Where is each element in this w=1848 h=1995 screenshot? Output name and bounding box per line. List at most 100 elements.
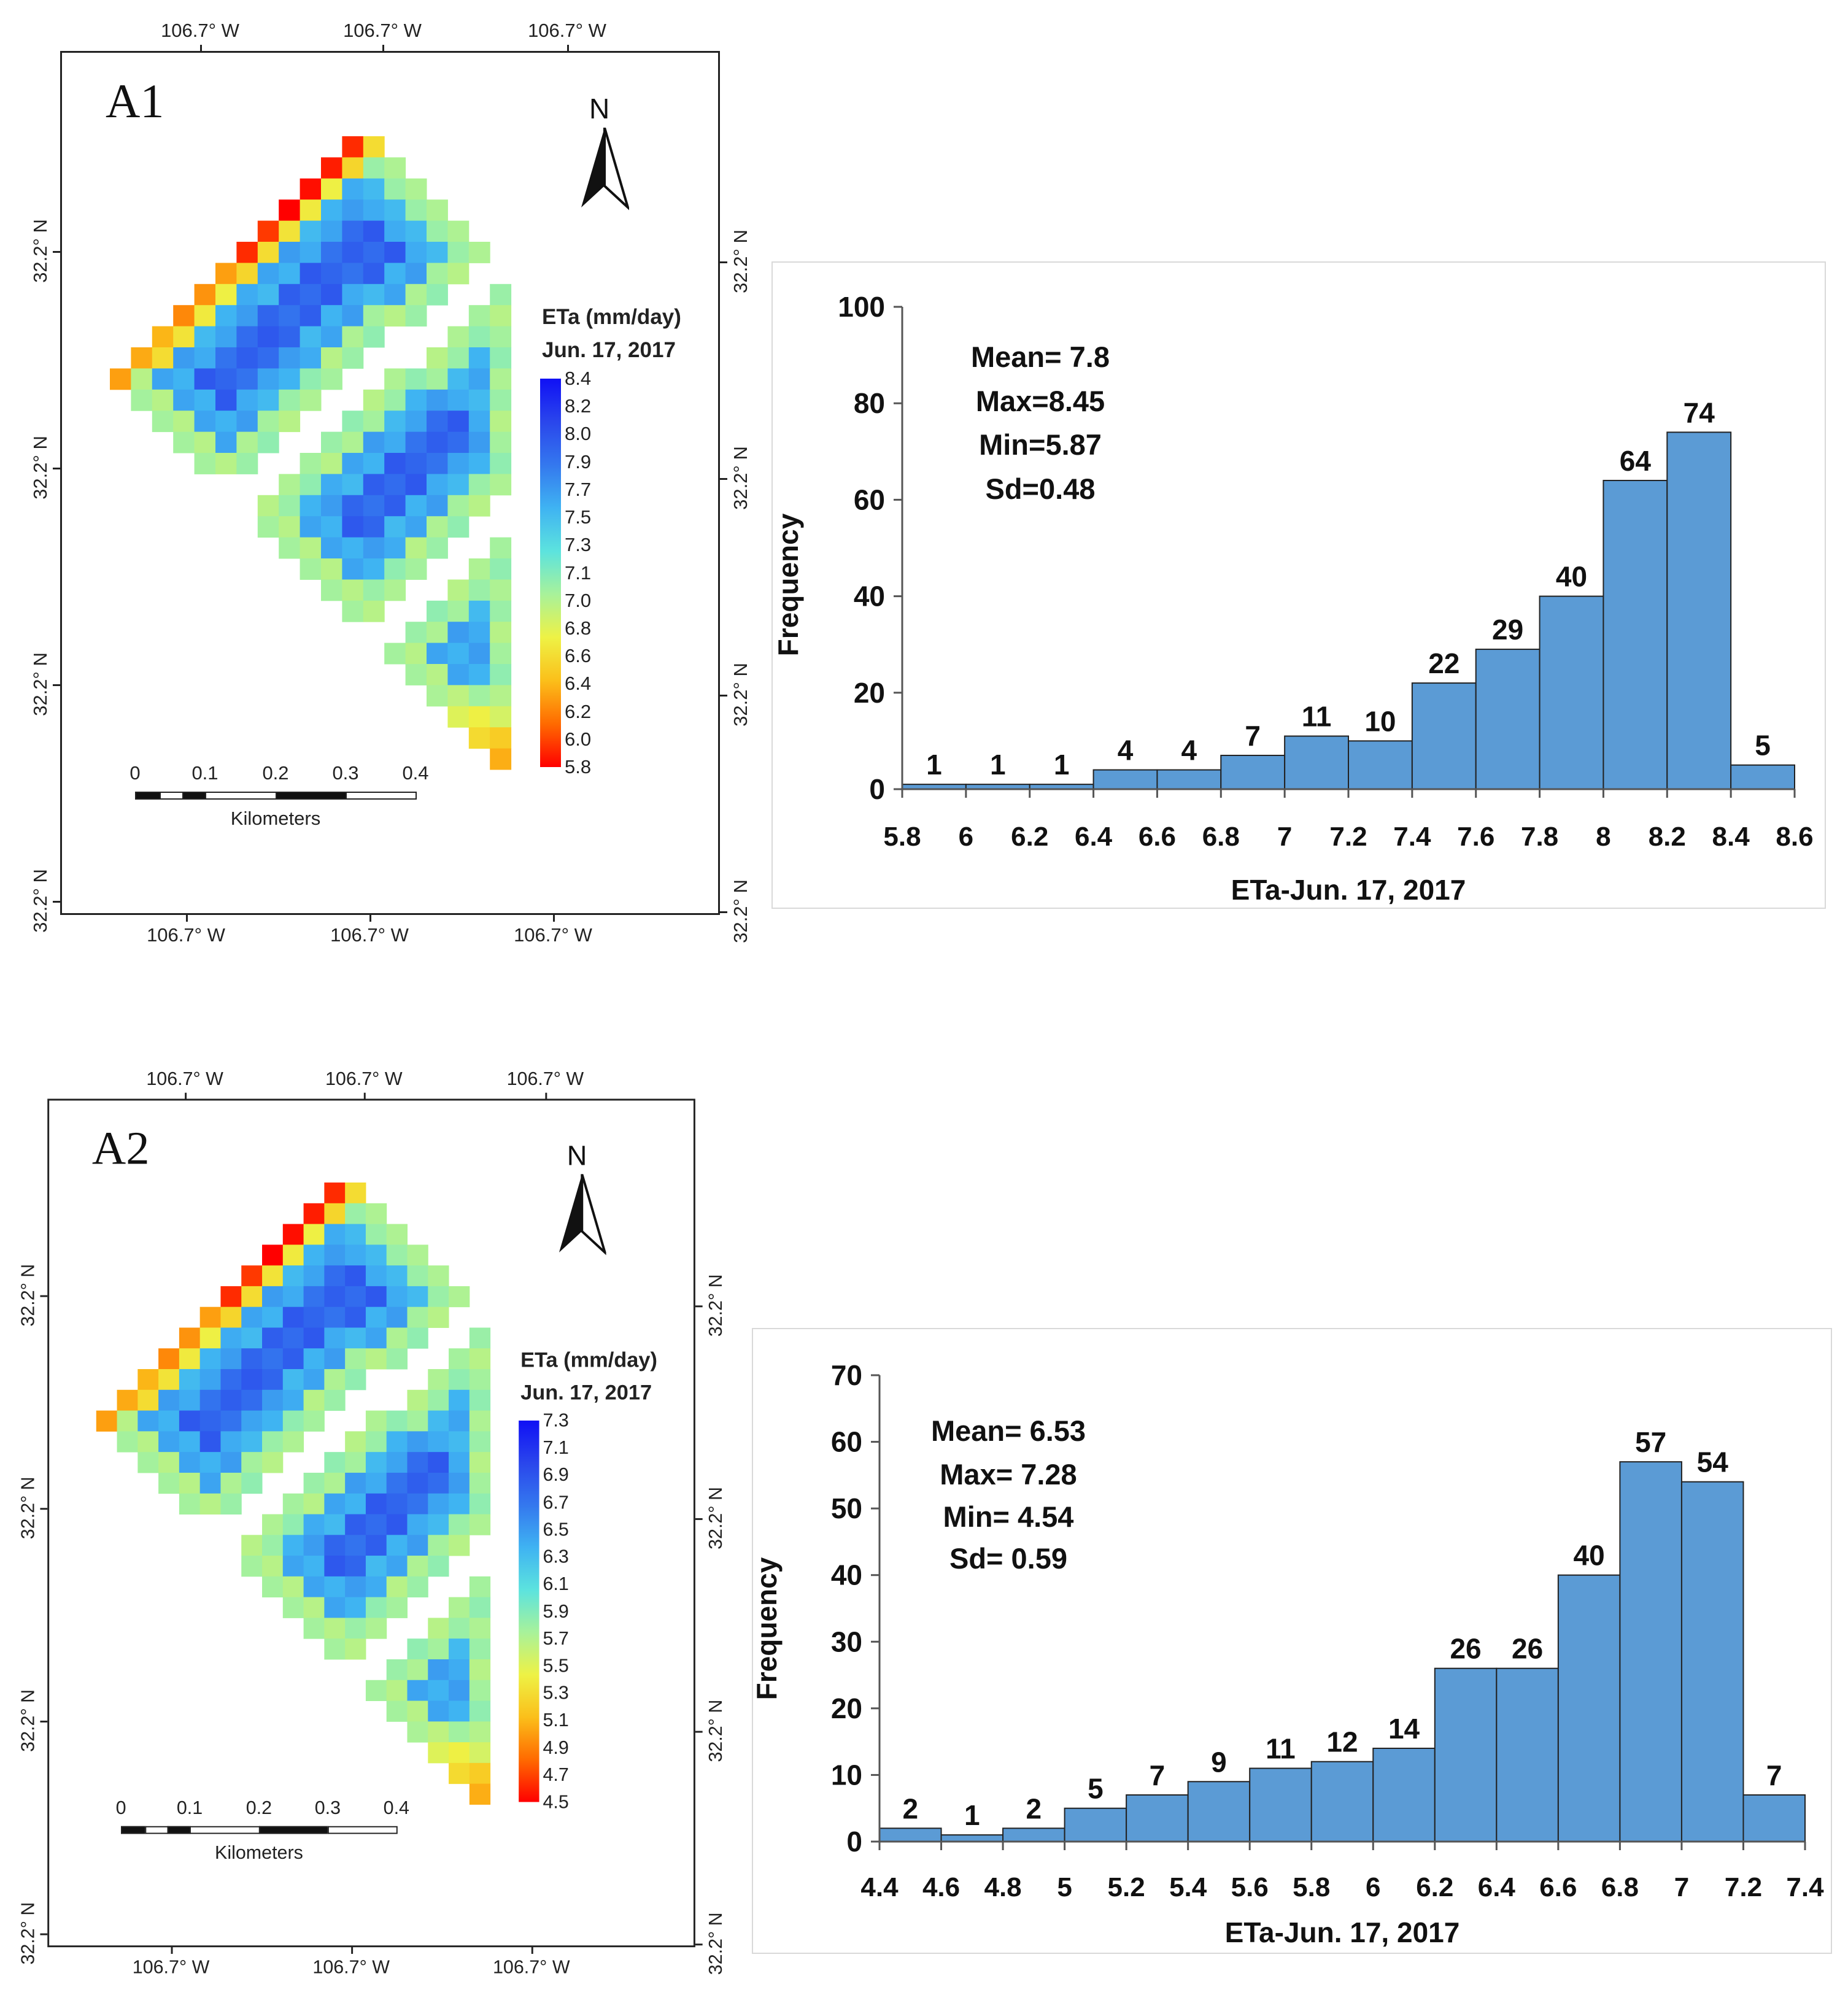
raster-cell (447, 389, 470, 411)
x-tick-label: 4.4 (860, 1872, 899, 1902)
raster-cell (220, 1431, 242, 1453)
scale-tick-label: 0 (115, 1797, 126, 1819)
x-tick-label: 7.2 (1725, 1872, 1762, 1902)
raster-cell (469, 1348, 491, 1370)
raster-cell (427, 284, 448, 306)
raster-cell (407, 1659, 428, 1681)
raster-cell (407, 1576, 428, 1598)
raster-cell (179, 1472, 201, 1494)
raster-cell (262, 1431, 284, 1453)
x-tick-label: 7.2 (1329, 822, 1367, 852)
raster-cell (490, 537, 512, 559)
raster-cell (490, 389, 512, 411)
bar-value-label: 5 (1088, 1773, 1104, 1805)
eta-raster (96, 1183, 491, 1805)
raster-cell (449, 1514, 470, 1535)
longitude-label: 106.7° W (325, 1068, 403, 1089)
raster-cell (427, 537, 448, 559)
y-tick-label: 80 (854, 387, 885, 419)
raster-cell (96, 1410, 118, 1432)
x-tick-label: 6.2 (1416, 1872, 1453, 1902)
raster-cell (282, 1306, 304, 1328)
raster-cell (386, 1286, 408, 1308)
y-tick-label: 0 (846, 1826, 862, 1858)
raster-cell (405, 389, 427, 411)
raster-cell (321, 178, 342, 200)
raster-cell (303, 1618, 325, 1639)
raster-cell (282, 1286, 304, 1308)
raster-cell (407, 1389, 428, 1411)
raster-cell (386, 1535, 408, 1556)
raster-cell (363, 411, 385, 433)
raster-cell (384, 431, 406, 453)
histogram-bar (1220, 754, 1286, 790)
legend-tick-label: 7.5 (565, 506, 592, 528)
histogram-bar (1002, 1827, 1065, 1842)
raster-cell (468, 664, 490, 685)
x-tick-label: 7.4 (1786, 1872, 1824, 1902)
raster-cell (490, 600, 512, 622)
raster-cell (215, 389, 237, 411)
bar-value-label: 4 (1181, 735, 1197, 766)
legend-tick-label: 8.4 (565, 368, 592, 389)
raster-cell (490, 305, 512, 327)
histogram-bar (1496, 1667, 1559, 1842)
raster-cell (131, 389, 153, 411)
raster-cell (363, 199, 385, 222)
y-tick-label: 70 (831, 1359, 862, 1391)
raster-cell (158, 1452, 180, 1473)
raster-cell (469, 1659, 491, 1681)
raster-cell (342, 157, 364, 179)
raster-cell (405, 368, 427, 390)
raster-cell (279, 305, 301, 327)
raster-cell (386, 1410, 408, 1432)
raster-cell (386, 1431, 408, 1453)
x-tick-label: 6.8 (1601, 1872, 1639, 1902)
raster-cell (279, 495, 301, 517)
y-tick-label: 20 (831, 1692, 862, 1724)
raster-cell (241, 1306, 263, 1328)
raster-cell (324, 1576, 346, 1598)
summary-stat: Mean= 6.53 (931, 1414, 1086, 1447)
raster-cell (365, 1306, 387, 1328)
raster-cell (428, 1369, 449, 1391)
raster-cell (386, 1472, 408, 1494)
raster-cell (427, 389, 448, 411)
raster-cell (386, 1597, 408, 1618)
raster-cell (303, 1410, 325, 1432)
raster-cell (257, 305, 279, 327)
raster-cell (363, 474, 385, 496)
raster-cell (300, 263, 322, 285)
raster-cell (345, 1244, 366, 1266)
raster-cell (407, 1244, 428, 1266)
raster-cell (365, 1348, 387, 1370)
raster-cell (173, 305, 195, 327)
y-axis-label: Frequency (773, 513, 804, 656)
raster-cell (490, 727, 512, 749)
y-tick-label: 10 (831, 1759, 862, 1791)
raster-cell (282, 1327, 304, 1349)
raster-cell (324, 1369, 346, 1391)
raster-cell (386, 1514, 408, 1535)
raster-cell (407, 1452, 428, 1473)
raster-cell (236, 411, 258, 433)
raster-cell (468, 495, 490, 517)
raster-cell (321, 220, 342, 242)
raster-cell (300, 558, 322, 580)
raster-cell (428, 1680, 449, 1702)
raster-cell (386, 1493, 408, 1515)
histogram-a2: 2 1 2 5 7 9 11 12 14 26 26 40 57 54 7 0 10 20 30 40 50 60 70 4.… (751, 1328, 1832, 1954)
raster-cell (282, 1535, 304, 1556)
x-tick-label: 6.6 (1539, 1872, 1577, 1902)
x-tick-label: 5.8 (1293, 1872, 1330, 1902)
raster-cell (321, 199, 342, 222)
raster-cell (179, 1327, 201, 1349)
y-tick-label: 40 (831, 1559, 862, 1591)
raster-cell (303, 1265, 325, 1287)
raster-cell (345, 1348, 366, 1370)
bar-value-label: 29 (1492, 614, 1523, 646)
raster-cell (324, 1183, 346, 1204)
raster-cell (407, 1410, 428, 1432)
raster-cell (490, 474, 512, 496)
longitude-label: 106.7° W (147, 924, 225, 946)
